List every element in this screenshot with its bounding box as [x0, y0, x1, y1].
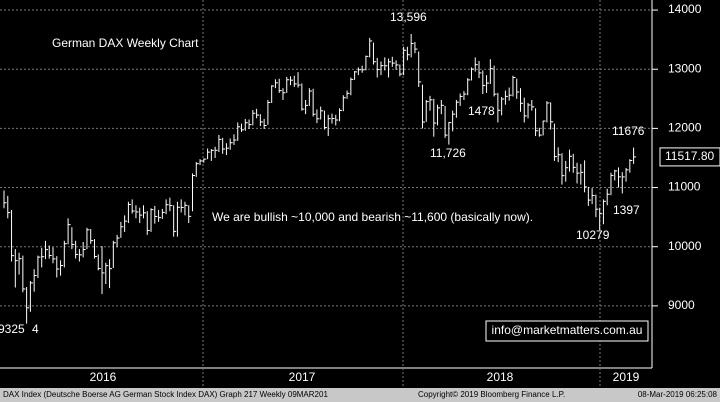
y-tick-label: 10000 [668, 239, 702, 253]
watermark: info@marketmatters.com.au [492, 323, 643, 337]
chart-title: German DAX Weekly Chart [52, 36, 199, 50]
last-price-label: 11517.80 [665, 149, 714, 163]
annotation: 4 [32, 322, 39, 336]
y-tick-label: 9000 [668, 298, 695, 312]
year-label: 2018 [487, 370, 514, 384]
annotation: 1397 [613, 203, 640, 217]
footer-left: DAX Index (Deutsche Boerse AG German Sto… [3, 390, 328, 399]
annotation: 13,596 [390, 10, 427, 24]
footer-bar [0, 388, 720, 402]
footer-right: 08-Mar-2019 06:25:08 [638, 390, 718, 399]
annotation: 11,726 [430, 146, 466, 160]
y-tick-label: 13000 [668, 61, 702, 75]
annotation: 1478 [468, 104, 495, 118]
y-tick-label: 14000 [668, 2, 702, 16]
y-tick-label: 12000 [668, 121, 702, 135]
annotation: 10279 [576, 228, 610, 242]
annotation: 9325 [0, 322, 25, 336]
year-label: 2016 [90, 370, 117, 384]
annotation: 11676 [612, 124, 645, 138]
annotation: We are bullish ~10,000 and bearish ~11,6… [212, 210, 533, 224]
watermark-box [485, 320, 649, 342]
footer-center: Copyright© 2019 Bloomberg Finance L.P. [418, 390, 565, 399]
year-label: 2019 [613, 370, 640, 384]
last-price-box [659, 147, 720, 167]
y-tick-label: 11000 [668, 180, 701, 194]
year-label: 2017 [289, 370, 316, 384]
